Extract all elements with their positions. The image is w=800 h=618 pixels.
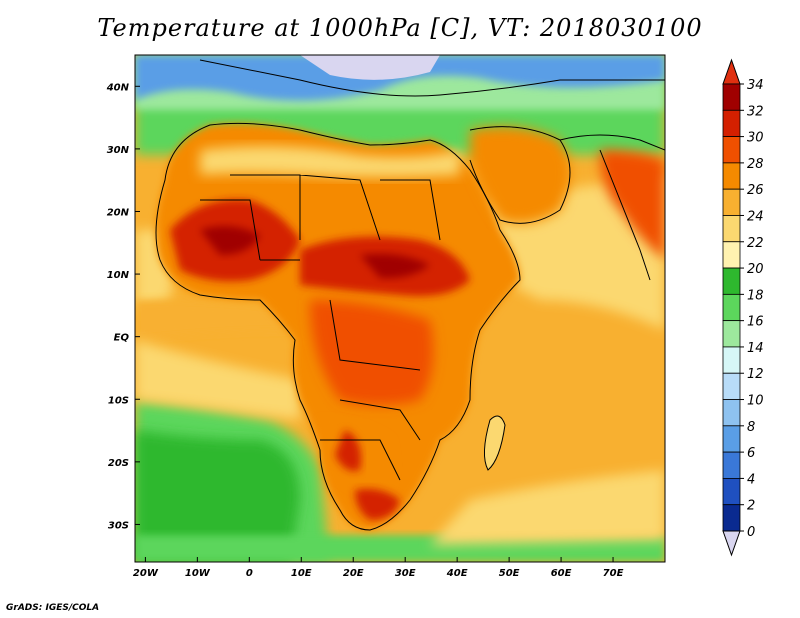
colorbar-label: 12 (747, 367, 764, 382)
plot-frame (134, 54, 666, 563)
colorbar-swatch (722, 504, 741, 532)
colorbar-swatch (722, 109, 741, 137)
map-title: Temperature at 1000hPa [C], VT: 20180301… (97, 14, 703, 42)
colorbar-label: 18 (747, 288, 764, 303)
coastlines (155, 59, 665, 531)
colorbar-label: 24 (747, 209, 764, 224)
lat-tick-label: EQ (114, 333, 130, 344)
colorbar-swatch (722, 293, 741, 322)
lon-tick-label: 0 (246, 568, 253, 579)
colorbar-top-arrow (722, 58, 741, 85)
lat-tick-label: 10S (108, 395, 129, 406)
colorbar-label: 8 (747, 420, 755, 435)
colorbar-label: 28 (747, 157, 764, 172)
lat-tick-label: 30N (107, 145, 130, 156)
lon-tick-label: 20W (133, 568, 159, 579)
temperature-field (135, 55, 665, 562)
colorbar-swatch (722, 372, 741, 400)
colorbar-label: 22 (747, 236, 764, 251)
colorbar-swatch (722, 425, 741, 453)
lon-tick-label: 70E (603, 568, 624, 579)
colorbar-swatch (722, 320, 741, 348)
colorbar-label: 0 (747, 525, 755, 540)
colorbar-label: 16 (747, 315, 764, 330)
colorbar-swatch (722, 241, 741, 269)
lat-tick-label: 10N (107, 270, 130, 281)
colorbar-swatch (722, 399, 741, 427)
colorbar-label: 14 (747, 341, 764, 356)
lat-tick-label: 40N (106, 82, 130, 93)
lon-tick-label: 10E (291, 568, 312, 579)
colorbar-swatch (722, 346, 741, 374)
lon-tick-label: 20E (343, 568, 364, 579)
colorbar-label: 4 (747, 472, 755, 487)
lon-tick-label: 60E (551, 568, 572, 579)
colorbar-label: 30 (747, 131, 764, 146)
lat-tick-label: 30S (108, 520, 129, 531)
colorbar-swatch (722, 478, 741, 506)
colorbar-label: 32 (747, 104, 764, 119)
colorbar-swatch (722, 162, 741, 190)
colorbar-bottom-arrow (722, 530, 741, 557)
axis-ticks: 20W 10W 0 10E 20E 30E 40E 50E 60E 70E 40N 30N 20N 10N… (106, 82, 624, 579)
colorbar-label: 20 (747, 262, 764, 277)
lon-tick-label: 30E (395, 568, 416, 579)
colorbar-swatch (722, 451, 741, 479)
colorbar-swatch (722, 215, 741, 243)
colorbar-label: 10 (747, 394, 764, 409)
colorbar-swatch (722, 83, 741, 111)
colorbar-swatch (722, 188, 741, 216)
colorbar-swatch (722, 267, 741, 295)
lat-tick-label: 20S (108, 458, 129, 469)
lon-tick-label: 40E (446, 568, 468, 579)
lon-tick-label: 10W (185, 568, 211, 579)
colorbar-label: 2 (747, 499, 755, 514)
lat-tick-label: 20N (107, 207, 130, 218)
colorbar-swatch (722, 136, 741, 164)
colorbar-label: 6 (747, 446, 755, 461)
lon-tick-label: 50E (499, 568, 520, 579)
colorbar-label: 26 (747, 183, 764, 198)
colorbar-label: 34 (747, 78, 764, 93)
credit-label: GrADS: IGES/COLA (6, 603, 100, 613)
